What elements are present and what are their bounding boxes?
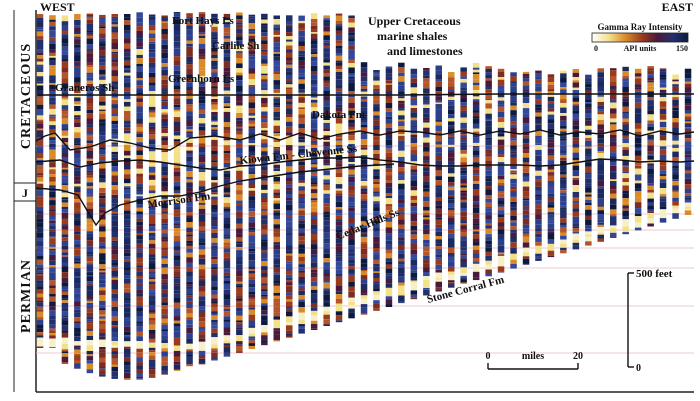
gamma-ray-log-42 bbox=[547, 74, 555, 258]
legend-colorbar bbox=[591, 32, 689, 43]
gamma-ray-log-53 bbox=[684, 68, 692, 215]
gamma-ray-log-8 bbox=[124, 14, 131, 380]
label-carlile: Carlile Sh bbox=[212, 40, 259, 52]
gamma-ray-log-4 bbox=[74, 14, 81, 369]
gamma-ray-log-20 bbox=[273, 15, 280, 342]
vertical-scale-bar: 500 feet 0 bbox=[627, 268, 673, 374]
gamma-ray-log-40 bbox=[522, 71, 530, 265]
legend-max: 150 bbox=[676, 44, 688, 53]
gamma-ray-log-37 bbox=[485, 66, 492, 277]
gamma-ray-log-50 bbox=[647, 66, 654, 227]
label-dakota: Dakota Fm bbox=[312, 109, 365, 121]
gamma-ray-log-17 bbox=[236, 12, 243, 353]
gamma-ray-logs bbox=[36, 12, 692, 380]
gamma-ray-log-41 bbox=[535, 70, 542, 261]
gamma-ray-log-43 bbox=[560, 70, 567, 254]
east-label: EAST bbox=[662, 0, 693, 14]
gamma-ray-log-26 bbox=[348, 15, 355, 319]
legend-unit: API units bbox=[624, 44, 657, 53]
gamma-ray-log-19 bbox=[261, 13, 268, 346]
gamma-ray-log-16 bbox=[223, 13, 231, 357]
gamma-ray-log-29 bbox=[385, 66, 393, 307]
gamma-ray-log-36 bbox=[472, 62, 480, 281]
label-graneros: Graneros Sh bbox=[55, 82, 114, 94]
gamma-ray-log-51 bbox=[659, 68, 667, 223]
morrison-base-line bbox=[35, 163, 395, 227]
legend-min: 0 bbox=[594, 44, 598, 53]
legend-title: Gamma Ray Intensity bbox=[598, 22, 683, 32]
gamma-ray-log-47 bbox=[610, 68, 617, 238]
gamma-ray-log-32 bbox=[423, 68, 430, 296]
gamma-ray-log-3 bbox=[61, 15, 69, 364]
gamma-ray-log-18 bbox=[248, 14, 256, 349]
gamma-ray-log-9 bbox=[136, 12, 143, 380]
gamma-ray-log-38 bbox=[497, 68, 505, 273]
period-permian: PERMIAN bbox=[19, 259, 34, 333]
label-upper-cretaceous-2: marine shales bbox=[377, 29, 448, 43]
dakota-base-line bbox=[35, 129, 695, 151]
label-upper-cretaceous-3: and limestones bbox=[387, 44, 463, 58]
period-labels: CRETACEOUS J PERMIAN bbox=[19, 43, 34, 333]
gamma-ray-log-24 bbox=[323, 15, 330, 326]
kiowa-base-line bbox=[35, 156, 695, 171]
period-cretaceous: CRETACEOUS bbox=[19, 43, 34, 149]
horizontal-scale-start: 0 bbox=[486, 351, 491, 362]
horizontal-scale-end: 20 bbox=[573, 351, 583, 362]
horizontal-scale-label: miles bbox=[522, 351, 544, 362]
vertical-scale-zero: 0 bbox=[636, 363, 641, 374]
gamma-ray-log-22 bbox=[298, 15, 305, 334]
gamma-ray-log-13 bbox=[186, 13, 193, 367]
gamma-ray-log-28 bbox=[373, 70, 380, 311]
west-label: WEST bbox=[40, 0, 75, 14]
gamma-ray-log-10 bbox=[148, 14, 156, 378]
gamma-ray-log-31 bbox=[410, 68, 418, 300]
gamma-ray-log-48 bbox=[622, 66, 629, 235]
gamma-ray-log-14 bbox=[198, 12, 206, 365]
gamma-ray-log-45 bbox=[585, 74, 592, 246]
gamma-ray-log-6 bbox=[99, 14, 106, 377]
correlation-lines bbox=[35, 93, 695, 227]
graneros-top-line bbox=[38, 93, 694, 96]
gamma-ray-legend: Gamma Ray Intensity 0 API units 150 bbox=[591, 22, 689, 53]
vertical-scale-label: 500 feet bbox=[636, 268, 673, 280]
label-fort-hays: Fort Hays Ls bbox=[172, 15, 234, 27]
gamma-ray-log-44 bbox=[572, 69, 580, 250]
gamma-ray-log-49 bbox=[634, 68, 642, 231]
gamma-ray-log-2 bbox=[49, 15, 56, 348]
gamma-ray-log-27 bbox=[360, 62, 368, 315]
gamma-ray-log-34 bbox=[448, 72, 455, 288]
gamma-ray-log-7 bbox=[111, 14, 118, 379]
period-jurassic: J bbox=[22, 186, 28, 200]
gamma-ray-log-33 bbox=[435, 65, 442, 292]
gamma-ray-log-35 bbox=[460, 67, 467, 284]
label-upper-cretaceous-1: Upper Cretaceous bbox=[368, 14, 461, 28]
horizontal-scale-bar: 0 miles 20 bbox=[486, 351, 583, 370]
gamma-ray-log-30 bbox=[398, 62, 405, 304]
gamma-ray-log-11 bbox=[161, 15, 168, 375]
gamma-ray-log-1 bbox=[36, 14, 44, 348]
gamma-ray-log-52 bbox=[672, 74, 679, 219]
gamma-ray-log-5 bbox=[86, 13, 94, 374]
gamma-ray-log-15 bbox=[211, 13, 218, 361]
label-greenhorn: Greenhorn Ls bbox=[168, 73, 235, 85]
gamma-ray-log-23 bbox=[310, 13, 318, 330]
gamma-ray-log-12 bbox=[173, 12, 181, 371]
gamma-ray-log-46 bbox=[597, 68, 604, 242]
gamma-ray-log-21 bbox=[286, 15, 293, 338]
gamma-ray-log-39 bbox=[510, 72, 517, 269]
